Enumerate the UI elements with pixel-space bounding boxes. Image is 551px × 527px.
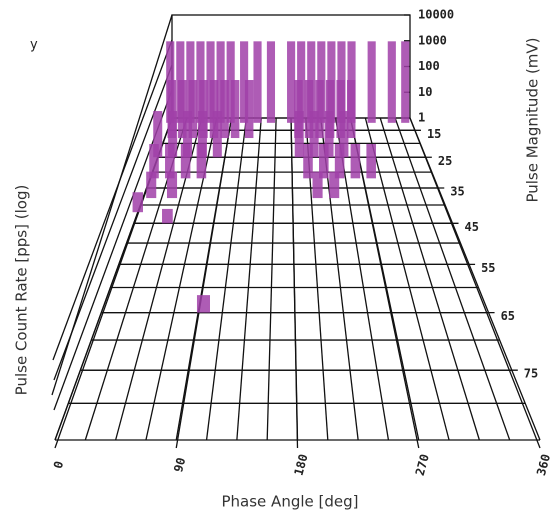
pulse-bar (253, 41, 262, 123)
pulse-bar (196, 295, 210, 313)
x-tick-label: 0 (51, 460, 66, 471)
pulse-bar (294, 111, 304, 158)
pulse-bar (339, 111, 349, 158)
pulse-bar (168, 111, 178, 158)
pulse-bar (401, 41, 410, 123)
z-tick-label: 10 (418, 85, 432, 99)
pulse-bar (312, 171, 323, 199)
floor-line (266, 117, 277, 441)
z-axis-title: Pulse Count Rate [pps] (log) (13, 185, 31, 396)
pulse-bar (315, 80, 324, 139)
x-tick-label: 180 (291, 453, 310, 478)
x-grid-line (290, 117, 299, 449)
y-tick-label: 55 (481, 261, 495, 275)
text-fragment: y (30, 38, 38, 53)
pulse-bar (266, 41, 276, 123)
pulse-bar (346, 80, 356, 139)
pulse-bar (162, 208, 173, 224)
x-axis-title: Phase Angle [deg] (222, 493, 359, 511)
z-tick-label: 10000 (418, 8, 454, 22)
pulse-bar (240, 41, 249, 123)
pulse-bar (149, 143, 159, 179)
pulse-bar (165, 143, 175, 179)
pulse-bar (350, 143, 361, 179)
pulse-bar (294, 80, 303, 139)
pulse-bar (183, 111, 193, 158)
x-grid-line (175, 117, 233, 449)
y-axis-title: Pulse Magnitude (mV) (524, 37, 542, 202)
pulse-bar (212, 111, 222, 158)
pulse-bar (199, 80, 208, 139)
pulse-bar (226, 41, 235, 123)
pulse-bar (367, 41, 376, 123)
pulse-bar (309, 111, 319, 158)
pulse-bar (197, 111, 207, 158)
y-tick-label: 45 (465, 220, 479, 234)
pulse-bar (220, 80, 229, 139)
pulse-bar (146, 171, 157, 199)
pulse-bar (167, 80, 177, 139)
pulse-bar (244, 80, 254, 139)
y-tick-label: 35 (450, 185, 464, 199)
y-tick-label: 75 (524, 367, 538, 381)
side-wall (51, 14, 173, 441)
pulse-bar (336, 80, 345, 139)
pulse-bar (329, 171, 340, 199)
z-tick-label: 1000 (418, 33, 447, 47)
pulse-bar (178, 80, 187, 139)
y-tick-label: 15 (427, 127, 441, 141)
pulse-bar (180, 143, 191, 179)
pulse-bar (196, 143, 207, 179)
floor-line (394, 117, 511, 441)
x-tick-label: 270 (413, 453, 432, 478)
pulse-bar (366, 143, 376, 179)
x-tick-label: 360 (534, 453, 551, 478)
pulse-bar (209, 80, 219, 139)
pulse-bar (188, 80, 198, 139)
pulse-bar (319, 143, 329, 179)
x-grid-line (409, 117, 541, 449)
pulse-bar (303, 143, 313, 179)
z-tick-label: 1 (418, 111, 425, 125)
pulse-bar (153, 111, 163, 158)
y-tick-label: 25 (438, 154, 452, 168)
x-tick-label: 90 (171, 456, 188, 474)
pulse-bar (230, 80, 240, 139)
x-grid-line (349, 117, 420, 449)
pulse-bar (324, 111, 334, 158)
pulse-bar (166, 171, 178, 199)
pulse-bar (334, 143, 345, 179)
pulse-bar (304, 80, 314, 139)
pulse-bar (325, 80, 335, 139)
pulse-bar (387, 41, 396, 123)
pulse-bar (287, 41, 296, 123)
y-tick-label: 65 (501, 309, 515, 323)
pulse-bar (132, 192, 143, 213)
z-tick-label: 100 (418, 59, 440, 73)
